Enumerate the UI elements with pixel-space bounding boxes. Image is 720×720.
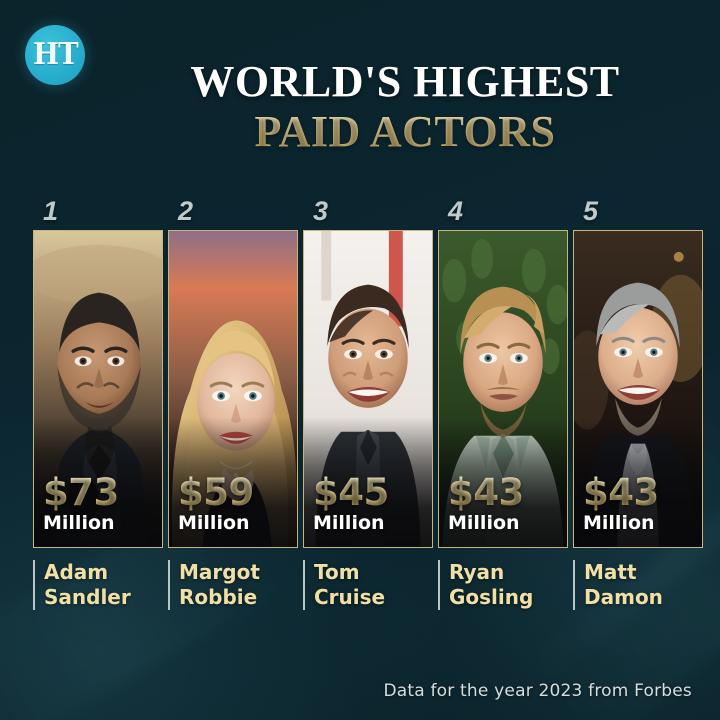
- actor-first-name: Margot: [179, 560, 260, 584]
- amount-block: $73 Million: [43, 474, 156, 535]
- actor-name-row: Adam Sandler Margot Robbie Tom Cruise Ry…: [33, 560, 693, 610]
- actor-first-name: Adam: [44, 560, 109, 584]
- actor-name: Margot Robbie: [168, 560, 298, 610]
- actor-last-name: Sandler: [44, 585, 131, 609]
- rank-number: 3: [313, 196, 329, 226]
- amount-value: $59: [178, 474, 291, 512]
- amount-value: $45: [313, 474, 426, 512]
- rank-column: 5: [573, 196, 703, 226]
- rank-column: 3: [303, 196, 433, 226]
- actor-first-name: Ryan: [449, 560, 505, 584]
- actor-name: Matt Damon: [573, 560, 703, 610]
- title-line-one: WORLD'S HIGHEST: [190, 57, 620, 106]
- amount-unit: Million: [178, 512, 250, 534]
- actor-card[interactable]: $73 Million: [33, 230, 163, 548]
- amount-block: $43 Million: [448, 474, 561, 535]
- actor-card-row: $73 Million: [33, 230, 703, 548]
- amount-value: $43: [583, 474, 696, 512]
- amount-block: $45 Million: [313, 474, 426, 535]
- rank-number: 4: [448, 196, 464, 226]
- actor-last-name: Robbie: [179, 585, 258, 609]
- amount-unit: Million: [313, 512, 385, 534]
- rank-number: 5: [583, 196, 599, 226]
- actor-last-name: Gosling: [449, 585, 534, 609]
- actor-name: Ryan Gosling: [438, 560, 568, 610]
- actor-card[interactable]: $45 Million: [303, 230, 433, 548]
- rank-number-row: 1 2 3 4 5: [33, 196, 687, 226]
- amount-unit: Million: [448, 512, 520, 534]
- amount-block: $43 Million: [583, 474, 696, 535]
- rank-column: 1: [33, 196, 163, 226]
- actor-card[interactable]: $43 Million: [573, 230, 703, 548]
- actor-name: Tom Cruise: [303, 560, 433, 610]
- rank-column: 4: [438, 196, 568, 226]
- rank-column: 2: [168, 196, 298, 226]
- title-line-two: PAID ACTORS: [110, 106, 700, 158]
- actor-card[interactable]: $59 Million: [168, 230, 298, 548]
- actor-name: Adam Sandler: [33, 560, 163, 610]
- amount-value: $73: [43, 474, 156, 512]
- page-title: WORLD'S HIGHEST PAID ACTORS: [110, 58, 700, 158]
- actor-last-name: Damon: [584, 585, 663, 609]
- amount-unit: Million: [43, 512, 115, 534]
- rank-number: 2: [178, 196, 194, 226]
- ht-logo-icon: HT: [25, 25, 85, 85]
- actor-first-name: Tom: [314, 560, 360, 584]
- ht-logo-text: HT: [32, 37, 79, 72]
- amount-value: $43: [448, 474, 561, 512]
- actor-last-name: Cruise: [314, 585, 386, 609]
- amount-unit: Million: [583, 512, 655, 534]
- amount-block: $59 Million: [178, 474, 291, 535]
- actor-card[interactable]: $43 Million: [438, 230, 568, 548]
- rank-number: 1: [43, 196, 59, 226]
- source-attribution: Data for the year 2023 from Forbes: [383, 681, 692, 701]
- actor-first-name: Matt: [584, 560, 637, 584]
